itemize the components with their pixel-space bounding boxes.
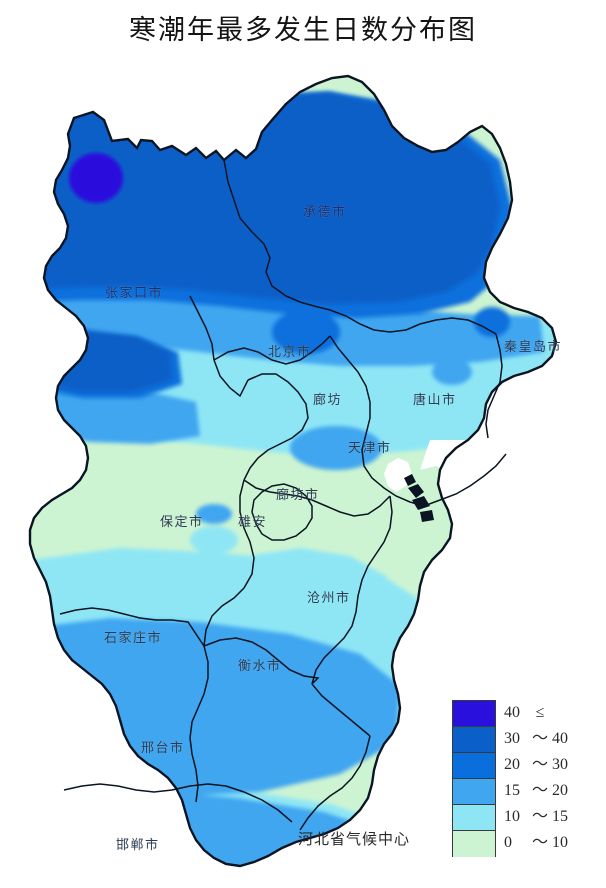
- legend-row-10-15: 10 ～ 15: [504, 804, 594, 830]
- legend-high-15: 20: [552, 782, 568, 799]
- legend-sep-20: ～: [531, 756, 548, 773]
- legend-sep-10: ～: [531, 808, 548, 825]
- legend-sep-15: ～: [531, 782, 548, 799]
- prefecture-boundaries: [59, 159, 507, 831]
- legend-row-30-40: 30 ～ 40: [504, 726, 594, 752]
- legend-row-15-20: 15 ～ 20: [504, 778, 594, 804]
- legend-swatch-15-20: [453, 779, 495, 805]
- legend: 40 ≤ 30 ～ 40 20 ～ 30 15 ～ 20 10 ～ 15 0 ～ 10: [452, 700, 592, 860]
- legend-row-20-30: 20 ～ 30: [504, 752, 594, 778]
- coastline-marks: [404, 474, 434, 522]
- legend-low-40: 40: [504, 704, 520, 721]
- legend-sep-30: ～: [531, 730, 548, 747]
- legend-low-15: 15: [504, 782, 520, 799]
- legend-low-10: 10: [504, 808, 520, 825]
- legend-swatch-10-15: [453, 805, 495, 831]
- province-boundary: [28, 74, 558, 868]
- legend-label-column: 40 ≤ 30 ～ 40 20 ～ 30 15 ～ 20 10 ～ 15 0 ～ 10: [504, 700, 594, 857]
- legend-high-10: 15: [552, 808, 568, 825]
- legend-swatch-column: [452, 700, 496, 857]
- legend-swatch-20-30: [453, 753, 495, 779]
- attribution-text: 河北省气候中心: [298, 832, 411, 848]
- legend-low-30: 30: [504, 730, 520, 747]
- class-band-40-plus: [69, 153, 123, 203]
- legend-sep-40: ≤: [535, 704, 545, 721]
- legend-swatch-0-10: [453, 831, 495, 857]
- legend-swatch-30-40: [453, 727, 495, 753]
- legend-swatch-40-plus: [453, 701, 495, 727]
- legend-low-20: 20: [504, 756, 520, 773]
- legend-row-40-plus: 40 ≤: [504, 700, 594, 726]
- legend-sep-0: ～: [531, 834, 548, 851]
- legend-high-20: 30: [552, 756, 568, 773]
- legend-low-0: 0: [504, 834, 512, 851]
- legend-row-0-10: 0 ～ 10: [504, 830, 594, 856]
- page-title: 寒潮年最多发生日数分布图: [129, 15, 477, 45]
- legend-high-0: 10: [552, 834, 568, 851]
- legend-high-30: 40: [552, 730, 568, 747]
